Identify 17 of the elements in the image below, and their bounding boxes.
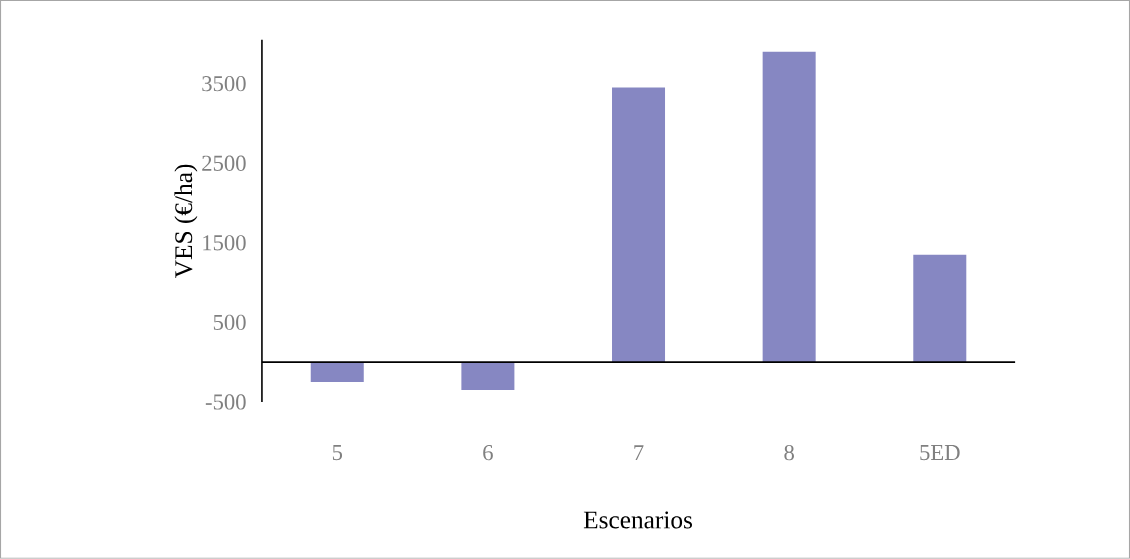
x-tick-label: 6 (483, 445, 493, 461)
bar (612, 87, 666, 363)
y-tick-label: 3500 (202, 76, 246, 92)
y-tick-label: -500 (205, 394, 246, 410)
y-tick-label: 2500 (202, 155, 246, 171)
x-tick-label: 8 (784, 445, 794, 461)
x-tick-label: 5ED (920, 445, 960, 461)
x-tick-label: 7 (634, 445, 644, 461)
x-tick-label: 5 (332, 445, 343, 461)
y-tick-label: 1500 (203, 235, 246, 251)
bar (461, 362, 515, 391)
y-axis-title: VES (€/ha) (174, 164, 198, 279)
x-axis-title: Escenarios (583, 511, 693, 529)
bar (310, 362, 364, 383)
y-tick-label: 500 (213, 314, 246, 331)
bar (762, 51, 816, 363)
bar (913, 254, 967, 363)
